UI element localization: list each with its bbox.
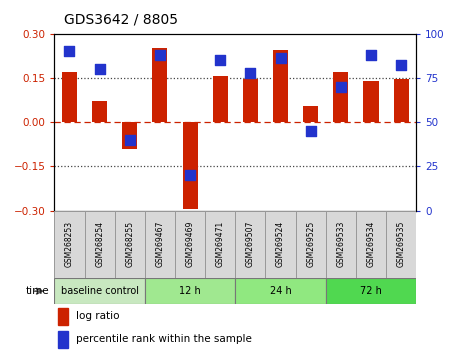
Point <box>397 63 405 68</box>
Text: 24 h: 24 h <box>270 286 291 296</box>
Text: GDS3642 / 8805: GDS3642 / 8805 <box>64 12 178 27</box>
Bar <box>326 278 416 304</box>
Bar <box>235 211 265 278</box>
Text: GSM269507: GSM269507 <box>246 221 255 268</box>
Bar <box>333 72 349 122</box>
Bar <box>205 211 235 278</box>
Point <box>96 66 104 72</box>
Text: GSM269471: GSM269471 <box>216 221 225 267</box>
Bar <box>152 48 167 122</box>
Bar <box>386 211 416 278</box>
Bar <box>62 72 77 122</box>
Text: GSM268253: GSM268253 <box>65 221 74 267</box>
Text: GSM269467: GSM269467 <box>156 221 165 268</box>
Bar <box>175 211 205 278</box>
Bar <box>243 79 258 122</box>
Text: GSM268254: GSM268254 <box>95 221 104 267</box>
Point <box>66 48 73 54</box>
Text: baseline control: baseline control <box>61 286 139 296</box>
Bar <box>235 278 326 304</box>
Text: GSM269469: GSM269469 <box>185 221 194 268</box>
Text: GSM269534: GSM269534 <box>367 221 376 268</box>
Text: GSM269524: GSM269524 <box>276 221 285 267</box>
Bar <box>356 211 386 278</box>
Point <box>186 172 194 178</box>
Text: time: time <box>26 286 50 296</box>
Bar <box>54 211 85 278</box>
Point <box>277 56 284 61</box>
Text: GSM269535: GSM269535 <box>397 221 406 268</box>
Bar <box>394 79 409 122</box>
Point <box>217 57 224 63</box>
Bar <box>326 211 356 278</box>
Bar <box>92 102 107 122</box>
Point <box>126 137 133 143</box>
Bar <box>303 106 318 122</box>
Bar <box>273 50 288 122</box>
Bar <box>145 278 235 304</box>
Bar <box>363 81 378 122</box>
Bar <box>183 122 198 209</box>
Point <box>246 70 254 75</box>
Text: GSM269533: GSM269533 <box>336 221 345 268</box>
Bar <box>114 211 145 278</box>
Bar <box>213 76 228 122</box>
Text: 72 h: 72 h <box>360 286 382 296</box>
Point <box>337 84 345 90</box>
Text: GSM269525: GSM269525 <box>306 221 315 267</box>
Point <box>156 52 164 58</box>
Bar <box>296 211 326 278</box>
Point <box>307 128 315 134</box>
Bar <box>58 308 68 325</box>
Text: percentile rank within the sample: percentile rank within the sample <box>76 335 252 344</box>
Bar <box>145 211 175 278</box>
Text: 12 h: 12 h <box>179 286 201 296</box>
Bar <box>54 278 145 304</box>
Bar <box>58 331 68 348</box>
Text: GSM268255: GSM268255 <box>125 221 134 267</box>
Bar <box>265 211 296 278</box>
Bar <box>122 122 137 149</box>
Bar <box>85 211 114 278</box>
Point <box>367 52 375 58</box>
Text: log ratio: log ratio <box>76 312 120 321</box>
